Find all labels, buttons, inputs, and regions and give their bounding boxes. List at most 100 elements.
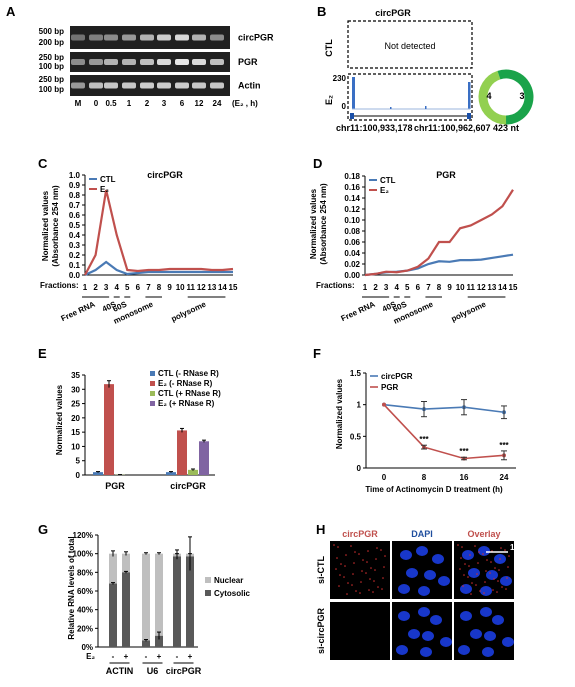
coord-right: chr11:100,962,607 bbox=[414, 123, 491, 133]
circrna-signal bbox=[464, 563, 466, 565]
gel-band bbox=[122, 34, 136, 41]
y-tick-label: 15 bbox=[71, 428, 80, 437]
fraction-label: 1 bbox=[83, 283, 88, 292]
y-tick-label: 0.4 bbox=[69, 231, 81, 240]
circrna-signal bbox=[336, 557, 338, 559]
gel-lane-label: 1 bbox=[127, 99, 132, 108]
y-tick-label: 0.5 bbox=[350, 432, 362, 441]
gel-gene-label: circPGR bbox=[238, 33, 274, 43]
fraction-label: 14 bbox=[218, 283, 227, 292]
group-label: polysome bbox=[170, 299, 208, 323]
bar-cytosolic bbox=[109, 583, 117, 647]
nucleus bbox=[502, 637, 514, 647]
data-point bbox=[382, 402, 386, 407]
y-tick-label: 0.9 bbox=[69, 181, 81, 190]
circrna-signal bbox=[467, 576, 469, 578]
legend-label: PGR bbox=[381, 383, 399, 392]
nucleus bbox=[438, 576, 450, 586]
nucleus bbox=[492, 615, 504, 625]
treatment-label: + bbox=[124, 652, 129, 661]
panel-f-ylabel: Normalized values bbox=[335, 378, 344, 449]
significance-label: *** bbox=[459, 447, 469, 456]
panel-d-ylabel2: (Absorbance 254 nm) bbox=[319, 183, 328, 265]
coverage-mini-peak bbox=[390, 107, 392, 109]
gel-ladder-label: 500 bp bbox=[39, 27, 64, 36]
nucleus bbox=[400, 550, 412, 560]
ring-length: 423 nt bbox=[493, 123, 519, 133]
y-tick-label: 40% bbox=[77, 606, 93, 615]
circrna-signal bbox=[350, 545, 352, 547]
bar-cytosolic bbox=[122, 572, 130, 647]
circrna-signal bbox=[384, 555, 386, 557]
gel-band bbox=[104, 34, 118, 41]
circrna-signal bbox=[381, 588, 383, 590]
fraction-label: 11 bbox=[186, 283, 195, 292]
gel-band bbox=[140, 34, 154, 41]
y-tick-label: 35 bbox=[71, 371, 80, 380]
circrna-signal bbox=[370, 567, 372, 569]
circrna-signal bbox=[494, 567, 496, 569]
circrna-signal bbox=[380, 549, 382, 551]
circrna-signal bbox=[376, 547, 378, 549]
nucleus bbox=[416, 546, 428, 556]
gene-label: U6 bbox=[147, 666, 159, 676]
fraction-label: 15 bbox=[509, 283, 518, 292]
panel-h-images: circPGR DAPI Overlay si-CTL si-circPGR 10 μm 知… bbox=[316, 529, 567, 676]
fraction-label: 13 bbox=[487, 283, 496, 292]
gel-band bbox=[192, 82, 206, 89]
nucleus bbox=[462, 550, 474, 560]
y-tick-label: 0% bbox=[81, 643, 93, 652]
circrna-signal bbox=[507, 566, 509, 568]
circrna-signal bbox=[377, 586, 379, 588]
panel-label-d: D bbox=[313, 156, 322, 171]
legend-label: E₂ (+ RNase R) bbox=[158, 399, 215, 408]
gel-ladder-label: 100 bp bbox=[39, 62, 64, 71]
gel-band bbox=[157, 34, 171, 41]
series-line-0 bbox=[383, 403, 505, 414]
panel-label-c: C bbox=[38, 156, 48, 171]
y-tick-label: 0.08 bbox=[344, 227, 360, 236]
fraction-label: 9 bbox=[447, 283, 452, 292]
micrograph-panel bbox=[330, 602, 390, 660]
circrna-signal bbox=[339, 574, 341, 576]
micrograph-panel bbox=[330, 541, 390, 599]
legend-swatch bbox=[150, 371, 155, 376]
series-line-1 bbox=[364, 189, 514, 277]
gel-ladder-label: 250 bp bbox=[39, 53, 64, 62]
gel-band bbox=[140, 82, 154, 89]
circrna-signal bbox=[492, 589, 494, 591]
circrna-signal bbox=[362, 559, 364, 561]
e2-ymin: 0 bbox=[342, 102, 347, 111]
legend-label: Cytosolic bbox=[214, 589, 251, 598]
y-tick-label: 20% bbox=[77, 624, 93, 633]
bar-cytosolic bbox=[186, 556, 194, 647]
y-tick-label: 80% bbox=[77, 568, 93, 577]
nucleus bbox=[468, 568, 480, 578]
circrna-signal bbox=[462, 585, 464, 587]
scale-bar-label: 10 μm bbox=[510, 543, 533, 552]
coverage-peak-right bbox=[468, 82, 471, 109]
image-column-title: DAPI bbox=[411, 529, 433, 539]
legend-label: circPGR bbox=[381, 372, 413, 381]
circrna-signal bbox=[374, 569, 376, 571]
y-tick-label: 20 bbox=[71, 414, 80, 423]
e2-track-label: E₂ bbox=[324, 95, 334, 105]
nucleus bbox=[418, 586, 430, 596]
gel-band bbox=[175, 59, 189, 65]
bar-cytosolic bbox=[155, 635, 163, 647]
circrna-signal bbox=[359, 592, 361, 594]
nucleus bbox=[398, 584, 410, 594]
y-tick-label: 0.1 bbox=[69, 261, 81, 270]
y-tick-label: 0.18 bbox=[344, 172, 360, 181]
fraction-label: 9 bbox=[167, 283, 172, 292]
circrna-signal bbox=[504, 549, 506, 551]
nucleus bbox=[484, 631, 496, 641]
fraction-label: 4 bbox=[394, 283, 399, 292]
y-tick-label: 0.06 bbox=[344, 238, 360, 247]
e2-ymax: 230 bbox=[333, 74, 347, 83]
nucleus bbox=[500, 576, 512, 586]
gel-band bbox=[104, 59, 118, 65]
treatment-label: + bbox=[157, 652, 162, 661]
circrna-signal bbox=[345, 554, 347, 556]
circrna-signal bbox=[355, 590, 357, 592]
